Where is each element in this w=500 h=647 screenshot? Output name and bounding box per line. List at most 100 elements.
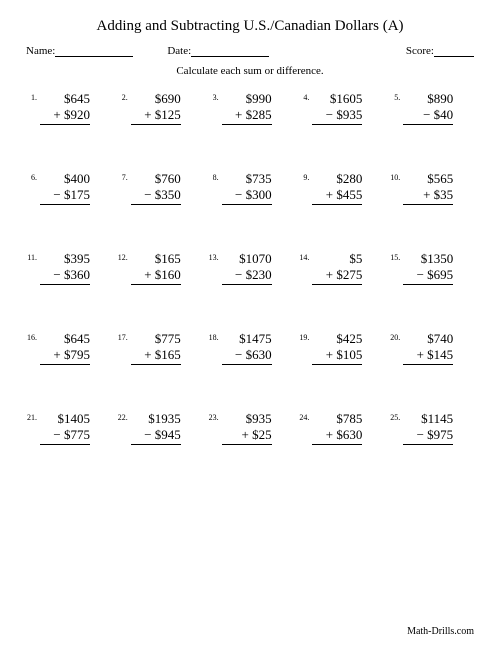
problem: 14.$5+ $275 xyxy=(298,251,383,285)
problem-body: $735− $300 xyxy=(222,171,272,205)
operand-b: − $175 xyxy=(40,187,90,205)
problem: 22.$1935− $945 xyxy=(117,411,202,445)
operand-b: − $945 xyxy=(131,427,181,445)
operand-b: + $165 xyxy=(131,347,181,365)
operand-b: + $285 xyxy=(222,107,272,125)
operand-b: − $40 xyxy=(403,107,453,125)
problem-body: $165+ $160 xyxy=(131,251,181,285)
operand-a: $645 xyxy=(40,91,90,107)
header-row: Name: Date: Score: xyxy=(26,45,474,57)
operand-b: + $630 xyxy=(312,427,362,445)
problem-number: 20. xyxy=(389,331,403,342)
operand-a: $565 xyxy=(403,171,453,187)
problem: 10.$565+ $35 xyxy=(389,171,474,205)
problem: 19.$425+ $105 xyxy=(298,331,383,365)
operand-a: $395 xyxy=(40,251,90,267)
operand-a: $5 xyxy=(312,251,362,267)
operand-b: − $975 xyxy=(403,427,453,445)
score-blank[interactable] xyxy=(434,45,474,57)
problem-body: $645+ $795 xyxy=(40,331,90,365)
date-blank[interactable] xyxy=(191,45,269,57)
problem: 23.$935+ $25 xyxy=(208,411,293,445)
problem-body: $690+ $125 xyxy=(131,91,181,125)
problem: 8.$735− $300 xyxy=(208,171,293,205)
problem-body: $935+ $25 xyxy=(222,411,272,445)
problem: 4.$1605− $935 xyxy=(298,91,383,125)
problem: 18.$1475− $630 xyxy=(208,331,293,365)
problem-body: $395− $360 xyxy=(40,251,90,285)
problem: 1.$645+ $920 xyxy=(26,91,111,125)
operand-b: − $360 xyxy=(40,267,90,285)
problem-number: 23. xyxy=(208,411,222,422)
operand-b: + $920 xyxy=(40,107,90,125)
operand-a: $740 xyxy=(403,331,453,347)
problem: 24.$785+ $630 xyxy=(298,411,383,445)
operand-b: + $795 xyxy=(40,347,90,365)
problem-body: $1350− $695 xyxy=(403,251,453,285)
operand-b: + $145 xyxy=(403,347,453,365)
name-blank[interactable] xyxy=(55,45,133,57)
operand-a: $775 xyxy=(131,331,181,347)
score-label: Score: xyxy=(406,45,434,57)
operand-b: − $230 xyxy=(222,267,272,285)
problem: 6.$400− $175 xyxy=(26,171,111,205)
problem-grid: 1.$645+ $9202.$690+ $1253.$990+ $2854.$1… xyxy=(26,91,474,445)
problem-number: 25. xyxy=(389,411,403,422)
operand-a: $760 xyxy=(131,171,181,187)
problem: 15.$1350− $695 xyxy=(389,251,474,285)
problem-number: 10. xyxy=(389,171,403,182)
operand-b: + $275 xyxy=(312,267,362,285)
operand-b: + $105 xyxy=(312,347,362,365)
problem-body: $775+ $165 xyxy=(131,331,181,365)
problem: 13.$1070− $230 xyxy=(208,251,293,285)
operand-a: $890 xyxy=(403,91,453,107)
operand-b: + $160 xyxy=(131,267,181,285)
operand-a: $1145 xyxy=(403,411,453,427)
problem-number: 7. xyxy=(117,171,131,182)
problem-number: 13. xyxy=(208,251,222,262)
problem-number: 1. xyxy=(26,91,40,102)
problem-body: $1605− $935 xyxy=(312,91,362,125)
operand-a: $400 xyxy=(40,171,90,187)
operand-b: − $350 xyxy=(131,187,181,205)
problem-body: $400− $175 xyxy=(40,171,90,205)
problem-body: $890− $40 xyxy=(403,91,453,125)
problem-number: 4. xyxy=(298,91,312,102)
page-title: Adding and Subtracting U.S./Canadian Dol… xyxy=(26,18,474,35)
operand-a: $425 xyxy=(312,331,362,347)
name-label: Name: xyxy=(26,45,55,57)
operand-b: − $300 xyxy=(222,187,272,205)
operand-b: − $775 xyxy=(40,427,90,445)
operand-b: + $35 xyxy=(403,187,453,205)
operand-b: + $25 xyxy=(222,427,272,445)
problem-body: $645+ $920 xyxy=(40,91,90,125)
problem-number: 9. xyxy=(298,171,312,182)
operand-b: + $125 xyxy=(131,107,181,125)
problem-body: $760− $350 xyxy=(131,171,181,205)
score-field: Score: xyxy=(406,45,474,57)
instruction-text: Calculate each sum or difference. xyxy=(26,65,474,77)
problem-number: 12. xyxy=(117,251,131,262)
problem-body: $565+ $35 xyxy=(403,171,453,205)
problem: 2.$690+ $125 xyxy=(117,91,202,125)
problem-body: $740+ $145 xyxy=(403,331,453,365)
problem-number: 17. xyxy=(117,331,131,342)
operand-a: $785 xyxy=(312,411,362,427)
operand-b: − $630 xyxy=(222,347,272,365)
footer-text: Math-Drills.com xyxy=(407,626,474,637)
problem: 3.$990+ $285 xyxy=(208,91,293,125)
operand-a: $1350 xyxy=(403,251,453,267)
operand-b: − $935 xyxy=(312,107,362,125)
problem: 9.$280+ $455 xyxy=(298,171,383,205)
operand-a: $990 xyxy=(222,91,272,107)
problem-body: $5+ $275 xyxy=(312,251,362,285)
date-field: Date: xyxy=(167,45,269,57)
problem-number: 24. xyxy=(298,411,312,422)
operand-a: $735 xyxy=(222,171,272,187)
operand-a: $690 xyxy=(131,91,181,107)
operand-b: − $695 xyxy=(403,267,453,285)
problem-number: 21. xyxy=(26,411,40,422)
problem-body: $785+ $630 xyxy=(312,411,362,445)
problem-body: $425+ $105 xyxy=(312,331,362,365)
problem-number: 18. xyxy=(208,331,222,342)
